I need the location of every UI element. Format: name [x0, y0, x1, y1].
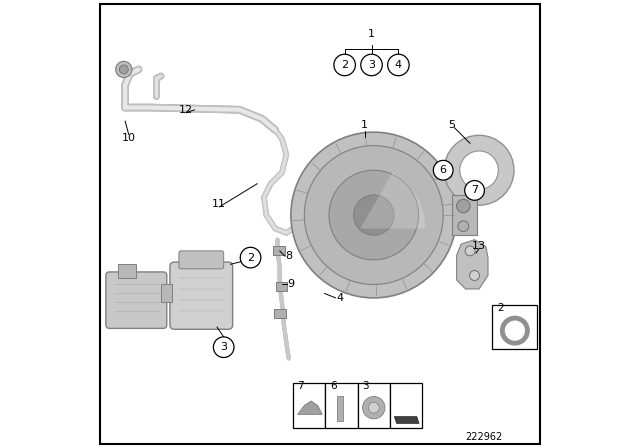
- Text: 3: 3: [220, 342, 227, 352]
- Circle shape: [465, 181, 484, 200]
- Text: 2: 2: [497, 303, 504, 313]
- Circle shape: [460, 151, 499, 190]
- Circle shape: [334, 54, 355, 76]
- Bar: [337, 396, 343, 421]
- Text: 4: 4: [337, 293, 344, 303]
- Bar: [358, 383, 390, 428]
- Text: 1: 1: [362, 120, 368, 129]
- FancyBboxPatch shape: [106, 272, 167, 328]
- Polygon shape: [457, 240, 488, 289]
- Circle shape: [119, 65, 128, 74]
- Text: 5: 5: [449, 120, 456, 129]
- FancyBboxPatch shape: [179, 251, 223, 269]
- Bar: [452, 195, 477, 235]
- Text: 8: 8: [285, 251, 292, 261]
- Circle shape: [240, 247, 261, 268]
- Text: 3: 3: [368, 60, 375, 70]
- Text: 2: 2: [341, 60, 348, 70]
- Circle shape: [362, 396, 385, 419]
- Text: 13: 13: [472, 241, 486, 250]
- Text: 2: 2: [247, 253, 254, 263]
- Bar: [325, 383, 358, 428]
- Bar: [273, 246, 285, 255]
- Polygon shape: [298, 401, 323, 414]
- Circle shape: [329, 170, 419, 260]
- Bar: [390, 383, 422, 428]
- Text: 222962: 222962: [465, 432, 502, 442]
- Text: 7: 7: [471, 185, 478, 195]
- Bar: [275, 309, 285, 318]
- Bar: [293, 383, 325, 428]
- Text: 12: 12: [179, 105, 193, 115]
- Circle shape: [361, 54, 382, 76]
- Circle shape: [116, 61, 132, 78]
- Bar: [118, 264, 136, 278]
- Text: 9: 9: [287, 280, 294, 289]
- Circle shape: [213, 337, 234, 358]
- Text: 4: 4: [395, 60, 402, 70]
- Text: 7: 7: [298, 381, 304, 391]
- Circle shape: [470, 271, 479, 280]
- Polygon shape: [394, 417, 419, 423]
- Circle shape: [465, 246, 475, 256]
- Circle shape: [433, 160, 453, 180]
- Circle shape: [444, 135, 514, 205]
- Text: 6: 6: [440, 165, 447, 175]
- Circle shape: [388, 54, 409, 76]
- Bar: [493, 305, 538, 349]
- Circle shape: [305, 146, 443, 284]
- Text: 11: 11: [212, 199, 226, 209]
- Circle shape: [291, 132, 457, 298]
- Text: 3: 3: [362, 381, 369, 391]
- Bar: [276, 282, 287, 291]
- Text: 10: 10: [122, 133, 136, 143]
- Circle shape: [353, 195, 394, 235]
- Circle shape: [458, 221, 468, 232]
- Circle shape: [456, 199, 470, 213]
- Text: 6: 6: [330, 381, 337, 391]
- Text: 1: 1: [368, 29, 375, 39]
- Wedge shape: [360, 172, 425, 228]
- Circle shape: [369, 402, 379, 413]
- FancyBboxPatch shape: [170, 262, 232, 329]
- Bar: [161, 284, 172, 302]
